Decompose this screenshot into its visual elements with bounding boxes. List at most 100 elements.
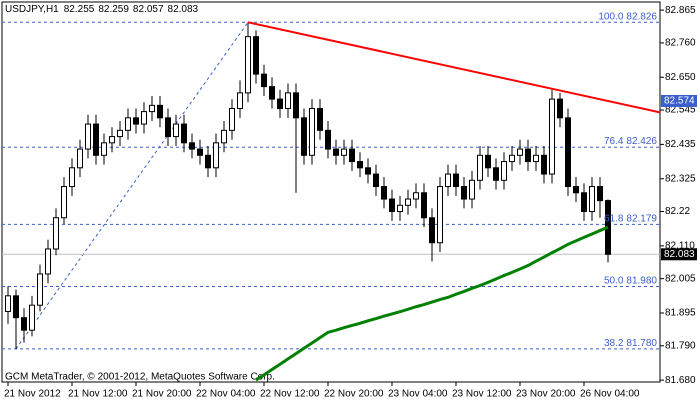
candle-body (501, 161, 507, 181)
candle-body (437, 186, 443, 244)
x-tick-label: 21 Nov 20:00 (132, 389, 192, 400)
x-tick-label: 23 Nov 20:00 (516, 389, 576, 400)
price-box (661, 94, 697, 107)
x-tick-label: 21 Nov 12:00 (68, 389, 128, 400)
candle-body (285, 92, 291, 109)
candle-body (317, 107, 323, 131)
candle-body (37, 273, 43, 306)
candle-body (541, 154, 547, 175)
candle-body (405, 198, 411, 206)
plot-area (2, 21, 660, 382)
y-tick-label: 81.895 (665, 308, 696, 319)
candle-body (581, 192, 587, 213)
y-tick-label: 82.22 (665, 206, 690, 217)
x-tick-label: 26 Nov 04:00 (580, 389, 640, 400)
fib-level-label: 38.2 81.780 (604, 338, 657, 349)
candle-body (493, 167, 499, 181)
fib-price: 82.426 (626, 136, 657, 147)
candle-body (373, 173, 379, 188)
candle-body (333, 148, 339, 156)
candle-body (293, 92, 299, 119)
x-tick-label: 23 Nov 12:00 (452, 389, 512, 400)
y-tick-label: 82.545 (665, 105, 696, 116)
candle-body (301, 117, 307, 156)
candle-body (341, 148, 347, 156)
fib-price: 81.980 (626, 275, 657, 286)
fib-diagonal (15, 22, 249, 350)
candle-body (141, 111, 147, 125)
price-box-label: 82.083 (664, 249, 695, 260)
candle-body (365, 167, 371, 175)
candle-body (325, 129, 331, 150)
fib-level-label: 61.8 82.179 (604, 213, 657, 224)
copyright: GCM MetaTrader, © 2001-2012, MetaQuotes … (5, 372, 275, 383)
fib-level-label: 100.0 82.826 (598, 11, 657, 22)
close-quote: 82.083 (168, 4, 199, 15)
candle-body (565, 117, 571, 188)
y-tick-label: 82.650 (665, 72, 696, 83)
candle-body (349, 148, 355, 163)
x-tick-label: 22 Nov 12:00 (260, 389, 320, 400)
candle-body (205, 154, 211, 169)
candle-body (221, 129, 227, 144)
candle-body (477, 154, 483, 181)
candle-body (253, 36, 259, 75)
candle-body (229, 107, 235, 131)
candle-body (549, 98, 555, 175)
trend-line (247, 21, 660, 114)
candle-body (453, 173, 459, 188)
candle-body (413, 192, 419, 200)
y-tick-label: 81.680 (665, 375, 696, 386)
candle-body (381, 186, 387, 200)
fib-level: 38.2 (604, 338, 624, 349)
candle-body (181, 123, 187, 144)
candle-body (77, 148, 83, 169)
fib-price: 82.179 (626, 213, 657, 224)
fib-level-label: 50.0 81.980 (604, 275, 657, 286)
fib-level: 76.4 (604, 136, 624, 147)
candle-body (173, 123, 179, 138)
candle-body (109, 136, 115, 144)
candle-body (85, 123, 91, 150)
fib-level: 61.8 (604, 213, 624, 224)
candle-body (29, 304, 35, 331)
header: USDJPY,H1 82.255 82.259 82.057 82.083 (5, 4, 199, 15)
candle-body (13, 295, 19, 319)
plot-frame (1, 1, 661, 383)
candle-body (461, 186, 467, 200)
candle-body (445, 173, 451, 188)
candle-body (197, 148, 203, 156)
y-tick-label: 82.760 (665, 38, 696, 49)
candle-body (389, 198, 395, 213)
fib-level: 100.0 (598, 11, 623, 22)
open-quote: 82.255 (64, 4, 95, 15)
candle-body (53, 217, 59, 250)
y-tick-label: 82.865 (665, 5, 696, 16)
candle-body (277, 98, 283, 109)
candle-body (597, 186, 603, 202)
candle-body (485, 154, 491, 169)
candle-body (269, 86, 275, 100)
fib-price: 81.780 (626, 338, 657, 349)
candle-body (117, 129, 123, 138)
candle-body (429, 217, 435, 244)
candle-body (557, 98, 563, 119)
candle-body (189, 142, 195, 150)
fib-level: 50.0 (604, 275, 624, 286)
candle-body (165, 117, 171, 138)
candle-body (45, 248, 51, 275)
candle-body (573, 186, 579, 194)
candle-body (245, 36, 251, 94)
price-box (661, 248, 697, 261)
candle-body (533, 154, 539, 163)
candle-body (149, 104, 155, 113)
price-box-label: 82.574 (664, 96, 695, 107)
fib-level-label: 76.4 82.426 (604, 136, 657, 147)
candle-body (133, 117, 139, 125)
candle-body (213, 142, 219, 169)
moving-average (255, 225, 609, 382)
candle-body (125, 117, 131, 131)
high-quote: 82.259 (98, 4, 129, 15)
